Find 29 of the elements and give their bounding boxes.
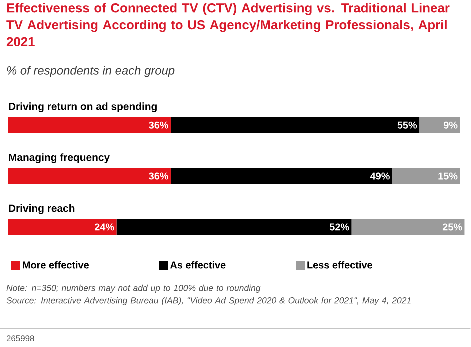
data-label: 15% xyxy=(438,172,458,180)
chart-subtitle: % of respondents in each group xyxy=(7,66,175,78)
bar xyxy=(392,168,460,184)
y-tick-label: Driving reach xyxy=(9,204,75,215)
data-label: 52% xyxy=(330,224,350,231)
legend-label: Less effective xyxy=(308,262,372,269)
bar xyxy=(420,118,460,134)
data-label: 24% xyxy=(94,224,114,231)
text: 265998 xyxy=(6,336,34,342)
bar xyxy=(116,219,352,236)
legend-label: More effective xyxy=(23,262,90,269)
data-label: 36% xyxy=(149,122,169,130)
data-label: 55% xyxy=(398,122,418,130)
y-tick-label: Driving return on ad spending xyxy=(9,102,157,113)
y-tick-label: Managing frequency xyxy=(9,154,110,164)
source-note: Source: Interactive Advertising Bureau (IAB), "Video Ad Spend 2020 & Outlook for 2021", May 4, 2021 xyxy=(6,297,411,306)
data-label: 9% xyxy=(444,122,458,130)
bar xyxy=(8,219,117,236)
bar xyxy=(170,118,420,134)
bar xyxy=(352,219,465,236)
bar xyxy=(8,118,171,134)
bar xyxy=(8,168,171,184)
data-label: 49% xyxy=(370,172,390,180)
text: Note: n=350; numbers may not add up to 100% due to rounding xyxy=(6,285,261,294)
data-label: 25% xyxy=(442,224,462,231)
data-label: 36% xyxy=(149,172,169,180)
chart-title: Effectiveness of Connected TV (CTV) Advertising vs. Traditional Linear TV Advertising According to US Agency/Marketing Professionals, April 2021 xyxy=(6,3,450,47)
bar xyxy=(170,168,392,184)
legend-label: As effective xyxy=(170,262,226,269)
